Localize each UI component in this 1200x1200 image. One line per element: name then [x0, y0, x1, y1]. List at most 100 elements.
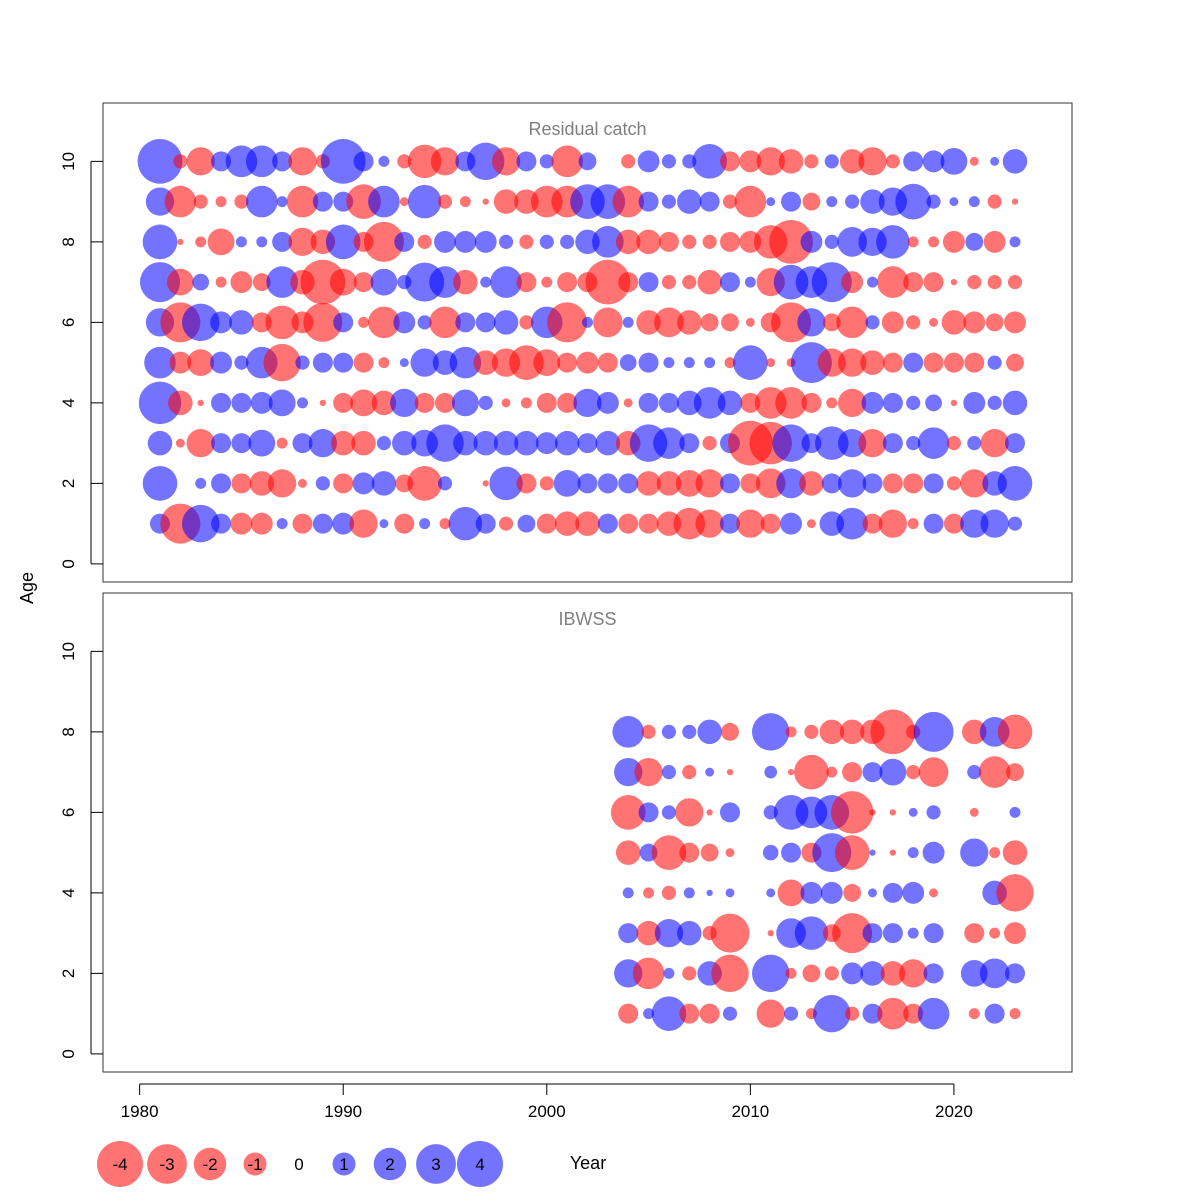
residual-bubble [478, 395, 493, 410]
residual-bubble [414, 392, 435, 413]
residual-bubble [838, 388, 867, 418]
residual-bubble [175, 438, 185, 448]
residual-bubble [979, 958, 1010, 989]
residual-bubble [663, 967, 675, 979]
residual-bubble [493, 430, 519, 456]
residual-bubble [426, 424, 464, 462]
residual-bubble [778, 149, 804, 174]
residual-bubble [882, 433, 903, 454]
residual-bubble [990, 156, 1000, 166]
residual-bubble [454, 230, 477, 253]
residual-bubble [821, 473, 842, 494]
residual-bubble [918, 757, 949, 787]
residual-bubble [490, 266, 522, 298]
residual-bubble [215, 276, 227, 288]
residual-bubble [333, 473, 354, 494]
residual-bubble [804, 154, 819, 169]
residual-bubble [312, 513, 333, 534]
residual-bubble [166, 268, 194, 296]
panel-title: Residual catch [528, 119, 646, 139]
residual-bubble [811, 262, 852, 303]
residual-bubble [622, 887, 634, 899]
residual-bubble [700, 843, 719, 862]
residual-bubble [862, 473, 883, 494]
residual-bubble [368, 306, 400, 339]
residual-bubble [517, 514, 536, 533]
residual-bubble [838, 469, 867, 498]
residual-bubble [577, 473, 598, 494]
residual-bubble [983, 230, 1006, 253]
residual-bubble [906, 765, 921, 780]
residual-bubble [922, 150, 945, 173]
residual-bubble [679, 842, 700, 863]
residual-bubble [308, 428, 337, 458]
residual-bubble [516, 151, 537, 172]
residual-bubble [705, 767, 715, 777]
residual-bubble [596, 391, 619, 414]
residual-bubble [615, 840, 641, 865]
residual-bubble [766, 358, 776, 368]
legend-bubble [147, 1144, 187, 1184]
residual-bubble [682, 724, 697, 739]
residual-bubble [557, 352, 578, 373]
residual-bubble [390, 388, 419, 418]
residual-bubble [885, 154, 900, 169]
residual-bubble [654, 307, 684, 338]
residual-bubble [533, 349, 561, 377]
residual-bubble [710, 913, 750, 953]
residual-bubble [964, 352, 985, 373]
residual-bubble [230, 271, 253, 294]
residual-bubble [449, 346, 482, 379]
residual-bubble [780, 512, 803, 535]
residual-bubble [614, 757, 643, 787]
residual-bubble [806, 519, 816, 529]
residual-bubble [211, 473, 232, 494]
residual-bubble [838, 348, 867, 377]
residual-bubble [775, 387, 807, 419]
residual-bubble [756, 147, 785, 176]
residual-bubble [923, 473, 944, 494]
residual-bubble [721, 313, 739, 332]
residual-bubble [862, 513, 883, 534]
residual-bubble [448, 506, 483, 541]
residual-bubble [231, 433, 252, 454]
residual-bubble [704, 357, 716, 369]
residual-bubble [142, 466, 178, 501]
residual-bubble [519, 315, 534, 330]
residual-bubble [724, 357, 736, 369]
residual-bubble [845, 194, 860, 209]
residual-bubble [435, 392, 455, 413]
residual-bubble [1005, 433, 1025, 454]
residual-bubble [797, 308, 826, 337]
residual-bubble [234, 355, 249, 370]
panel-frame [102, 102, 1073, 583]
residual-bubble [319, 399, 327, 407]
residual-bubble [673, 507, 706, 540]
residual-bubble [350, 389, 377, 417]
residual-bubble [434, 230, 456, 253]
residual-bubble [197, 399, 204, 407]
residual-bubble [699, 1003, 720, 1024]
residual-bubble [967, 436, 982, 451]
residual-bubble [960, 838, 989, 867]
legend-bubble [332, 1152, 356, 1176]
residual-bubble [230, 512, 253, 535]
residual-bubble [965, 232, 984, 251]
residual-bubble [595, 430, 621, 456]
residual-bubble [720, 272, 740, 293]
residual-bubble [597, 352, 618, 373]
residual-bubble [942, 230, 965, 253]
residual-bubble [394, 231, 415, 252]
residual-bubble [235, 236, 247, 248]
residual-bubble [997, 466, 1033, 501]
residual-bubble [623, 398, 633, 408]
residual-bubble [720, 231, 740, 252]
residual-bubble [889, 809, 897, 816]
residual-bubble [520, 397, 532, 409]
residual-bubble [989, 847, 1001, 859]
residual-bubble [756, 999, 785, 1028]
residual-bubble [615, 229, 641, 255]
residual-bubble [682, 765, 697, 780]
residual-bubble [286, 185, 319, 218]
